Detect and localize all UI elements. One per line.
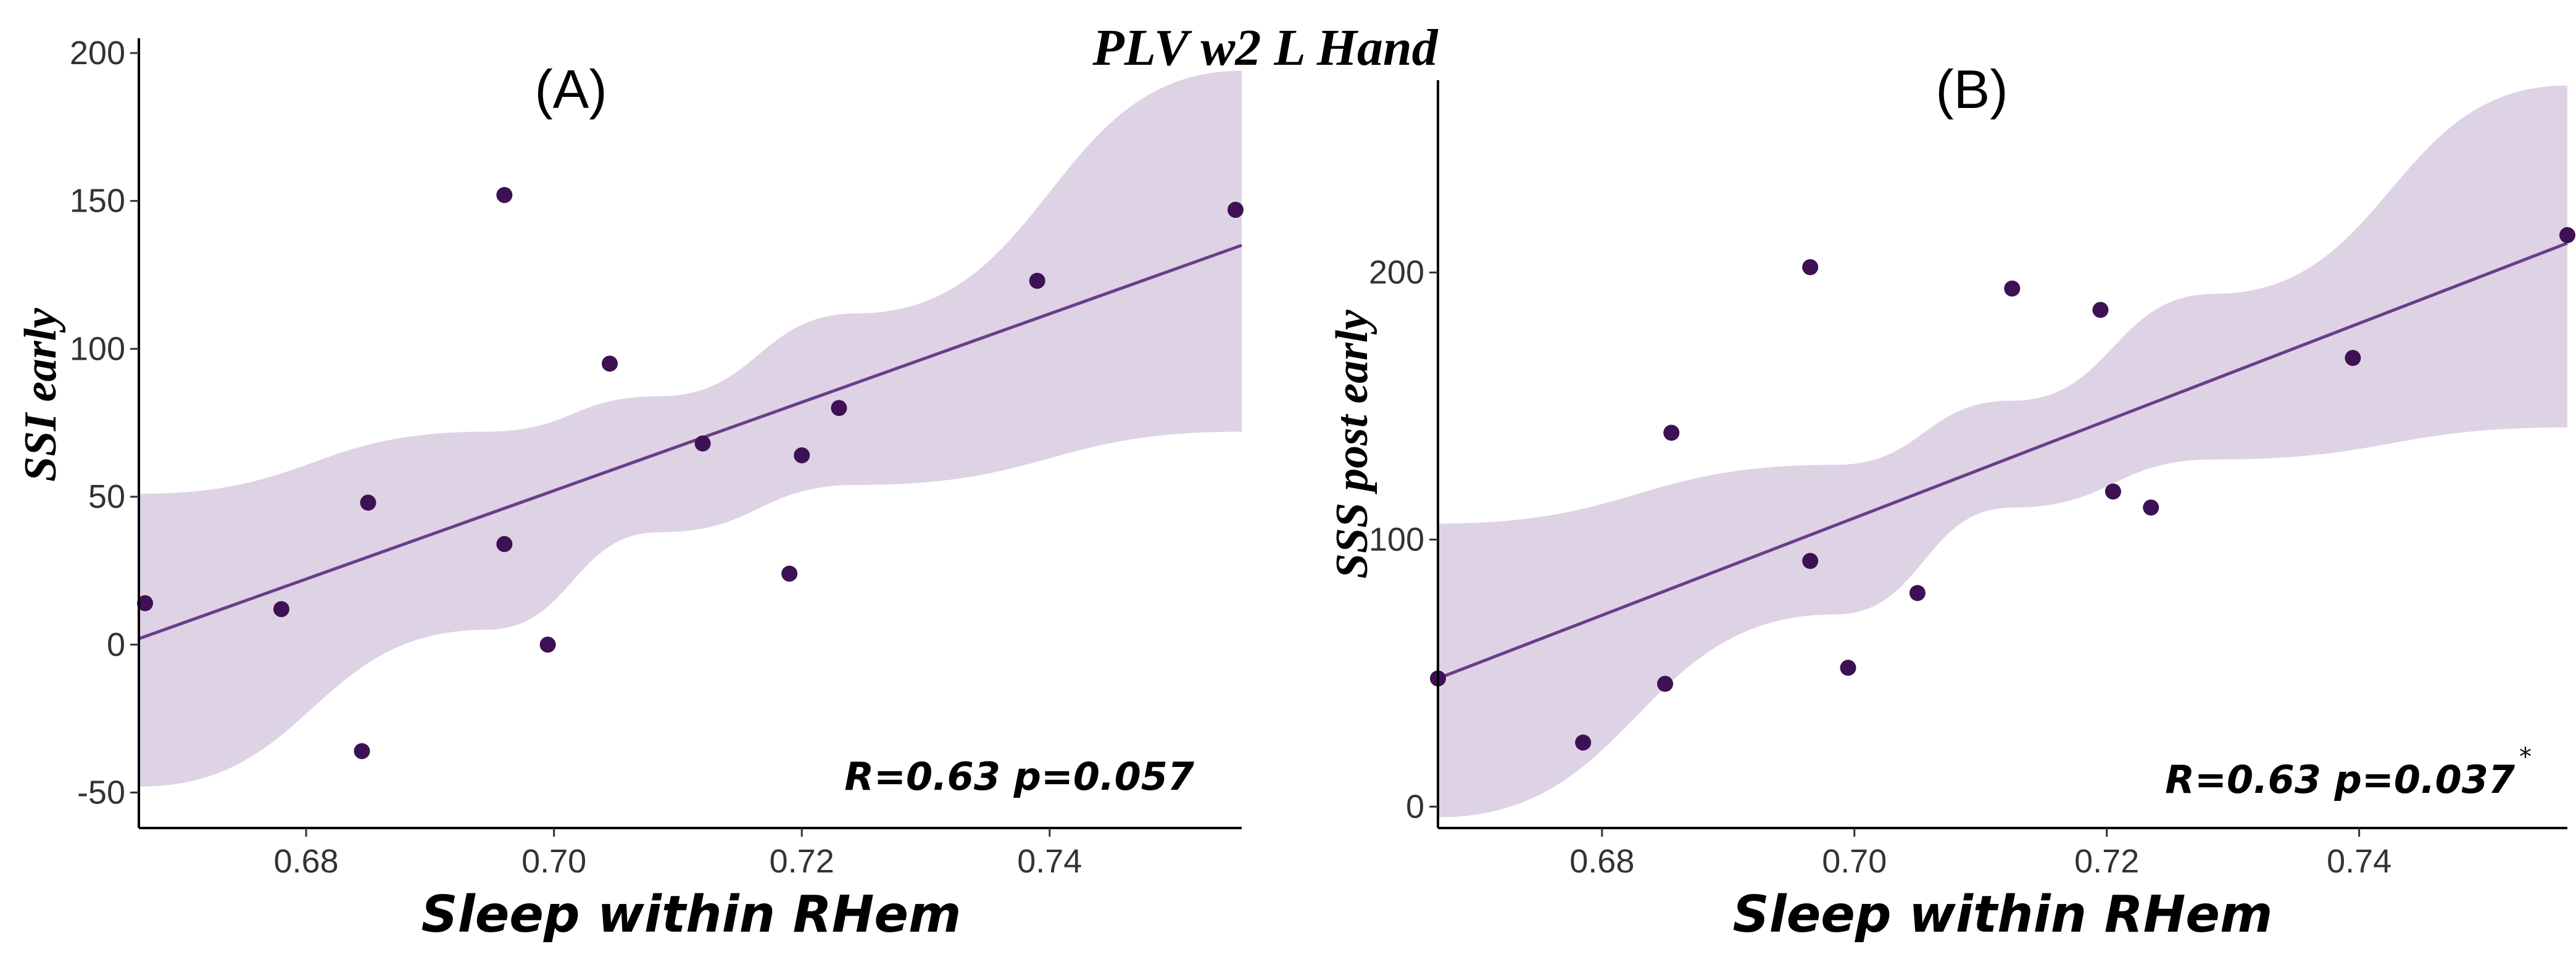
panel-a: -50 0 50 100 150 200 0.68 0.70 0.72 0.74 (A) SSI…	[15, 35, 1244, 944]
y-tick-label: 100	[1369, 521, 1424, 558]
data-point	[2004, 280, 2021, 297]
x-tick-label: 0.68	[274, 843, 339, 880]
y-ticks-a: -50 0 50 100 150 200	[70, 35, 139, 811]
y-tick-label: 200	[70, 35, 125, 72]
data-point	[496, 536, 513, 552]
panel-label-a: (A)	[534, 59, 607, 120]
data-point	[137, 595, 154, 611]
data-points-b	[1430, 227, 2575, 751]
data-points-a	[137, 187, 1244, 760]
regression-line-b	[1437, 241, 2568, 680]
y-tick-label: -50	[77, 774, 125, 811]
x-axis-label-b: Sleep within RHem	[1733, 885, 2273, 944]
data-point	[2345, 350, 2361, 367]
confidence-band-a	[139, 70, 1242, 787]
x-axis-label-a: Sleep within RHem	[422, 885, 962, 944]
data-point	[1029, 273, 1045, 289]
y-tick-label: 0	[1406, 788, 1424, 825]
data-point	[2559, 227, 2575, 244]
data-point	[2143, 499, 2159, 516]
panel-b: 0 100 200 0.68 0.70 0.72 0.74 (B) SSS post ea…	[1327, 59, 2575, 944]
y-tick-label: 50	[88, 478, 125, 515]
data-point	[694, 435, 711, 452]
y-axis-label-b: SSS post early	[1327, 309, 1377, 579]
stat-annotation-b: R=0.63 p=0.037	[2165, 757, 2516, 802]
data-point	[1663, 425, 1680, 441]
y-tick-label: 100	[70, 330, 125, 367]
data-point	[2104, 483, 2121, 500]
significance-mark-b: *	[2519, 743, 2532, 771]
x-tick-label: 0.74	[1017, 843, 1082, 880]
x-tick-label: 0.72	[770, 843, 834, 880]
x-tick-label: 0.70	[1822, 843, 1887, 880]
x-tick-label: 0.70	[521, 843, 586, 880]
y-tick-label: 150	[70, 183, 125, 220]
data-point	[1575, 734, 1592, 751]
y-tick-label: 200	[1369, 254, 1424, 291]
x-ticks-a: 0.68 0.70 0.72 0.74	[274, 828, 1082, 880]
x-tick-label: 0.68	[1569, 843, 1634, 880]
data-point	[1909, 585, 1926, 602]
x-ticks-b: 0.68 0.70 0.72 0.74	[1569, 828, 2391, 880]
data-point	[831, 400, 847, 416]
x-tick-label: 0.74	[2327, 843, 2391, 880]
data-point	[1802, 553, 1819, 569]
data-point	[360, 494, 376, 511]
data-point	[1802, 259, 1819, 275]
data-point	[794, 447, 810, 463]
data-point	[601, 355, 618, 372]
data-point	[496, 187, 513, 204]
data-point	[539, 636, 556, 653]
data-point	[354, 743, 370, 760]
panel-label-b: (B)	[1935, 59, 2008, 120]
confidence-band-b	[1438, 85, 2567, 818]
stat-annotation-a: R=0.63 p=0.057	[844, 754, 1195, 799]
y-ticks-b: 0 100 200	[1369, 254, 1438, 825]
data-point	[2092, 302, 2109, 318]
x-tick-label: 0.72	[2074, 843, 2139, 880]
regression-line-a	[138, 244, 1242, 640]
data-point	[273, 601, 289, 618]
data-point	[1227, 202, 1244, 218]
y-tick-label: 0	[107, 626, 125, 663]
data-point	[781, 565, 798, 582]
y-axis-label-a: SSI early	[15, 307, 66, 482]
data-point	[1657, 676, 1674, 692]
figure-title: PLV w2 L Hand	[1092, 19, 1439, 77]
data-point	[1840, 660, 1856, 676]
